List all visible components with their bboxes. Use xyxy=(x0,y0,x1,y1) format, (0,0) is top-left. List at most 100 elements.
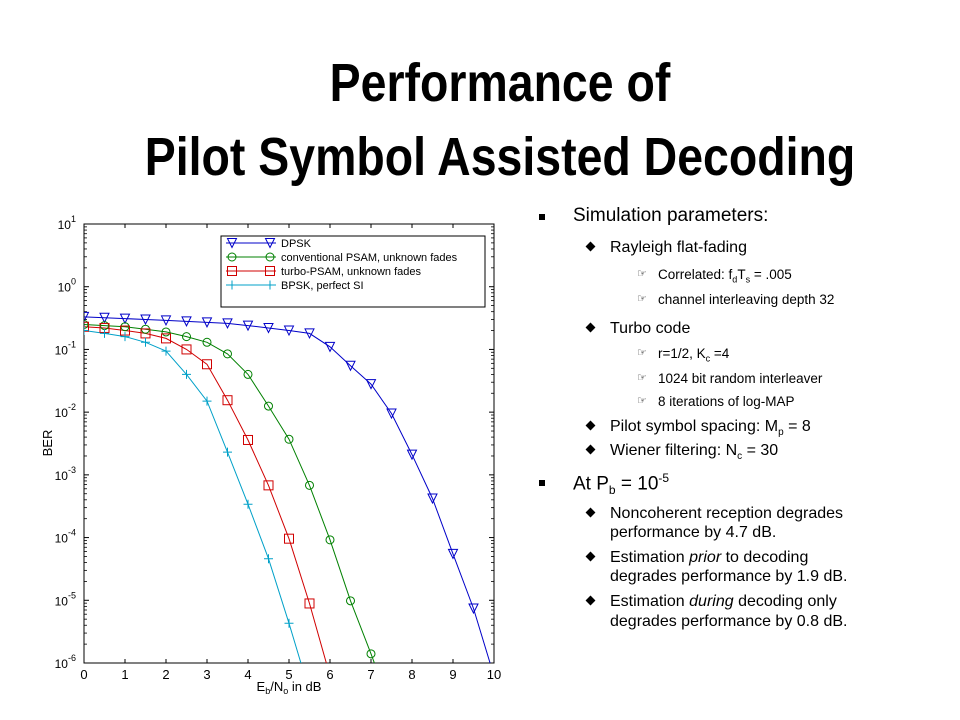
square-bullet-icon xyxy=(539,213,545,223)
x-tick-label: 8 xyxy=(408,667,415,682)
legend-entry: turbo-PSAM, unknown fades xyxy=(281,266,422,278)
bullet-estimation-during: Estimation during decoding only degrades … xyxy=(530,592,950,630)
data-point xyxy=(202,359,212,370)
diamond-bullet-icon xyxy=(585,507,596,520)
bullet-interleaver: ☞ 1024 bit random interleaver xyxy=(637,371,823,387)
series-line xyxy=(84,324,375,663)
data-point xyxy=(141,337,150,347)
bullet-simulation-parameters: Simulation parameters: xyxy=(530,205,950,228)
y-tick-label: 101 xyxy=(58,214,76,232)
pointing-hand-icon: ☞ xyxy=(637,293,647,306)
diamond-bullet-icon xyxy=(585,241,596,254)
y-axis-label: BER xyxy=(40,430,55,457)
diamond-bullet-icon xyxy=(585,551,596,564)
data-point xyxy=(182,369,191,379)
bullet-at-pb: At Pb = 10-5 xyxy=(530,471,950,498)
data-point xyxy=(325,535,335,545)
bullet-pilot-spacing: Pilot symbol spacing: Mp = 8 xyxy=(530,417,950,439)
x-axis-label: Eb/No in dB xyxy=(257,679,322,696)
pointing-hand-icon: ☞ xyxy=(637,346,647,359)
bullet-iterations: ☞ 8 iterations of log-MAP xyxy=(637,393,795,409)
series-markers xyxy=(84,311,479,710)
data-point xyxy=(161,346,171,356)
data-point xyxy=(284,618,294,628)
legend-marker xyxy=(227,252,237,262)
bullet-turbo-code: Turbo code xyxy=(530,319,950,338)
legend-marker xyxy=(265,280,275,290)
diamond-bullet-icon xyxy=(585,322,596,335)
data-point xyxy=(386,408,397,420)
data-point xyxy=(84,321,89,332)
data-point xyxy=(283,325,295,337)
data-point xyxy=(202,337,212,347)
ber-chart: 0 1 2 3 4 5 6 7 8 9 10 10110010-110-210-310-410-51… xyxy=(40,214,501,710)
data-point xyxy=(284,533,294,544)
diamond-bullet-icon xyxy=(585,444,596,457)
y-tick-label: 10-6 xyxy=(55,653,76,671)
data-point xyxy=(120,332,130,342)
slide-title-line1: Performance of xyxy=(329,53,671,113)
data-point xyxy=(202,396,212,406)
data-point xyxy=(223,447,232,457)
legend-marker xyxy=(226,238,238,249)
data-point xyxy=(304,328,315,340)
x-tick-label: 6 xyxy=(326,667,333,682)
legend-entry: BPSK, perfect SI xyxy=(281,280,364,292)
data-point xyxy=(161,333,171,344)
data-point xyxy=(447,548,459,560)
data-point xyxy=(182,332,191,342)
x-tick-label: 10 xyxy=(487,667,501,682)
data-point xyxy=(243,434,253,445)
pointing-hand-icon: ☞ xyxy=(637,372,647,385)
x-tick-label: 0 xyxy=(80,667,87,682)
data-point xyxy=(140,314,151,326)
data-point xyxy=(284,434,294,444)
data-point xyxy=(201,317,213,328)
data-point xyxy=(264,401,273,411)
data-point xyxy=(346,596,355,606)
axis-ticks xyxy=(83,223,495,664)
data-point xyxy=(222,318,233,330)
data-point xyxy=(84,311,90,323)
data-point xyxy=(223,349,232,359)
data-point xyxy=(161,327,171,337)
data-point xyxy=(99,312,110,324)
data-point xyxy=(406,449,418,461)
chart-legend: DPSK conventional PSAM, unknown fades turb… xyxy=(220,235,486,308)
series-line xyxy=(84,316,491,663)
y-tick-label: 10-5 xyxy=(55,590,76,608)
legend-marker xyxy=(227,266,237,276)
diamond-bullet-icon xyxy=(585,420,596,433)
data-point xyxy=(305,480,314,490)
data-point xyxy=(160,315,172,327)
data-point xyxy=(365,379,377,390)
legend-marker xyxy=(265,252,275,262)
data-point xyxy=(222,395,233,406)
data-point xyxy=(263,480,274,491)
data-point xyxy=(304,598,315,609)
x-tick-label: 2 xyxy=(162,667,169,682)
legend-marker xyxy=(264,238,276,249)
data-point xyxy=(388,706,396,710)
y-tick-label: 100 xyxy=(58,277,76,295)
bullet-estimation-prior: Estimation prior to decoding degrades per… xyxy=(530,548,950,586)
data-point xyxy=(263,322,274,334)
data-point xyxy=(119,313,131,325)
bullet-noncoherent: Noncoherent reception degrades performanc… xyxy=(530,504,950,542)
legend-marker xyxy=(265,266,275,276)
bullet-rayleigh: Rayleigh flat-fading xyxy=(530,238,950,257)
data-point xyxy=(243,369,253,379)
bullet-interleaving: ☞ channel interleaving depth 32 xyxy=(637,292,835,308)
data-point xyxy=(468,603,479,615)
x-tick-label: 1 xyxy=(121,667,128,682)
pointing-hand-icon: ☞ xyxy=(637,267,647,280)
y-tick-label: 10-1 xyxy=(55,339,76,357)
x-tick-label: 3 xyxy=(203,667,210,682)
slide-title-line2: Pilot Symbol Assisted Decoding xyxy=(144,127,856,187)
data-point xyxy=(324,341,336,353)
data-point xyxy=(181,344,192,355)
pointing-hand-icon: ☞ xyxy=(637,394,647,407)
x-tick-labels: 0 1 2 3 4 5 6 7 8 9 10 xyxy=(80,667,501,682)
y-tick-label: 10-4 xyxy=(55,528,76,546)
data-point xyxy=(366,649,376,659)
